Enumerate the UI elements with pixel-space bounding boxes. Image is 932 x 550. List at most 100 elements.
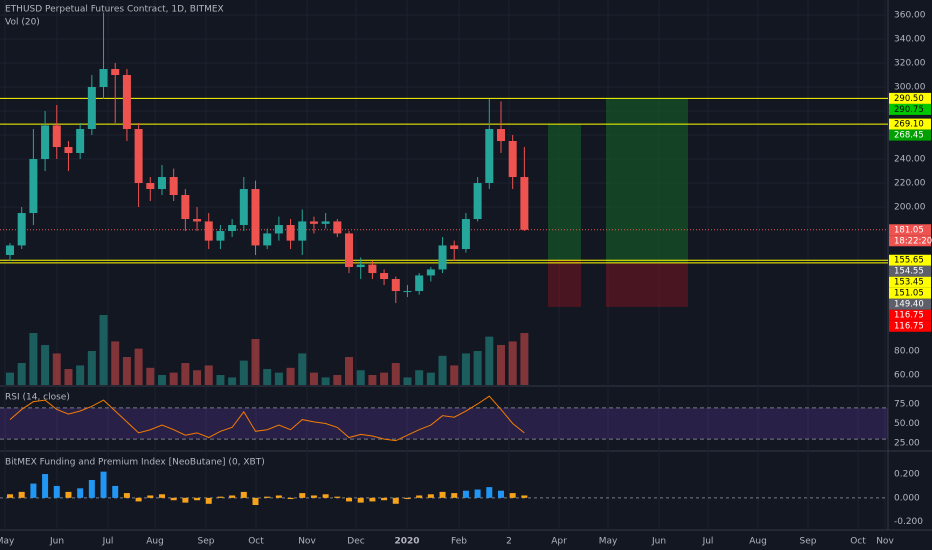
- candle-body: [111, 69, 120, 76]
- price-tag: [889, 129, 931, 141]
- x-tick-label: Jul: [102, 537, 114, 547]
- y-tick-label: 0.000: [894, 493, 920, 503]
- candle-body: [41, 125, 50, 160]
- volume-title: Vol (20): [5, 18, 40, 28]
- volume-bar: [64, 369, 73, 385]
- price-tag-label: 116.75: [894, 311, 924, 321]
- candle-body: [204, 221, 213, 241]
- price-tag: [889, 92, 931, 104]
- price-tag: [889, 118, 931, 130]
- funding-bar: [521, 495, 528, 498]
- funding-bar: [427, 494, 434, 498]
- funding-bar: [135, 497, 142, 502]
- candle-body: [251, 189, 260, 246]
- position-stop: [606, 262, 688, 307]
- x-tick-label: Aug: [146, 537, 164, 547]
- volume-bar: [157, 375, 166, 385]
- price-tag: [889, 309, 931, 321]
- funding-bar: [112, 485, 119, 498]
- candle-body: [345, 233, 354, 268]
- price-tag-label: 268.45: [894, 131, 924, 141]
- x-tick-label: Aug: [749, 537, 767, 547]
- volume-bar: [251, 339, 260, 385]
- funding-bar: [217, 496, 224, 498]
- funding-bar: [53, 485, 60, 498]
- volume-bar: [76, 365, 85, 385]
- candle-body: [29, 159, 38, 214]
- candle-body: [228, 225, 237, 232]
- candle-body: [181, 195, 190, 220]
- y-tick-label: 25.00: [894, 438, 920, 448]
- y-tick-label: 340.00: [894, 35, 926, 45]
- price-tag-label: 269.10: [894, 120, 924, 130]
- funding-bar: [509, 493, 516, 498]
- y-tick-label: 0.200: [894, 470, 920, 480]
- volume-bar: [274, 372, 283, 385]
- funding-bar: [462, 490, 469, 498]
- funding-bar: [100, 471, 107, 498]
- volume-bar: [380, 372, 389, 385]
- y-tick-label: 60.00: [894, 371, 920, 381]
- candle-body: [391, 279, 400, 292]
- price-tag-label: 18:22:20: [894, 236, 932, 246]
- funding-bar: [240, 491, 247, 498]
- x-tick-label: Nov: [298, 537, 316, 547]
- candle-body: [380, 273, 389, 280]
- price-tag-label: 116.75: [894, 322, 924, 332]
- volume-bar: [345, 357, 354, 385]
- volume-bar: [415, 370, 424, 385]
- funding-bar: [170, 497, 177, 501]
- volume-bar: [309, 372, 318, 385]
- price-tag: [889, 235, 931, 247]
- candle-body: [520, 177, 529, 230]
- volume-bar: [169, 372, 178, 385]
- price-tag-label: 181.05: [894, 225, 924, 235]
- volume-bar: [356, 370, 365, 385]
- volume-bar: [239, 360, 248, 385]
- x-tick-label: Oct: [850, 537, 866, 547]
- funding-bar: [369, 497, 376, 502]
- y-tick-label: 80.00: [894, 347, 920, 357]
- x-tick-label: Jul: [702, 537, 714, 547]
- y-tick-label: 300.00: [894, 83, 926, 93]
- volume-bar: [450, 365, 459, 385]
- x-tick-label: Sep: [800, 537, 817, 547]
- price-tag-label: 151.05: [894, 289, 924, 299]
- x-tick-label: Apr: [551, 537, 567, 547]
- volume-bar: [6, 372, 15, 385]
- funding-bar: [299, 493, 306, 498]
- candle-body: [239, 189, 248, 226]
- volume-bar: [508, 341, 517, 385]
- candle-body: [368, 264, 377, 274]
- volume-bar: [496, 345, 505, 385]
- volume-bar: [403, 377, 412, 385]
- funding-bar: [404, 497, 411, 500]
- x-tick-label: Jun: [651, 537, 666, 547]
- price-tag: [889, 276, 931, 288]
- x-tick-label: Feb: [451, 537, 467, 547]
- volume-bar: [29, 333, 38, 385]
- funding-bar: [147, 495, 154, 498]
- y-tick-label: 200.00: [894, 203, 926, 213]
- x-tick-label: Dec: [347, 537, 364, 547]
- volume-bar: [216, 375, 225, 385]
- chart-title: ETHUSD Perpetual Futures Contract, 1D, B…: [5, 5, 224, 15]
- candle-body: [426, 269, 435, 276]
- volume-bar: [485, 336, 494, 385]
- volume-bar: [298, 353, 307, 385]
- funding-bar: [275, 495, 282, 498]
- volume-bar: [286, 367, 295, 385]
- candle-body: [157, 177, 166, 190]
- volume-bar: [263, 369, 272, 385]
- y-tick-label: -0.200: [894, 517, 923, 527]
- x-tick-label: Jun: [49, 537, 64, 547]
- y-tick-label: 360.00: [894, 11, 926, 21]
- funding-bar: [42, 474, 49, 498]
- x-tick-label: Sep: [198, 537, 215, 547]
- candle-body: [52, 125, 61, 148]
- funding-bar: [451, 493, 458, 498]
- position-target: [606, 98, 688, 263]
- candle-body: [321, 221, 330, 224]
- volume-bar: [111, 341, 120, 385]
